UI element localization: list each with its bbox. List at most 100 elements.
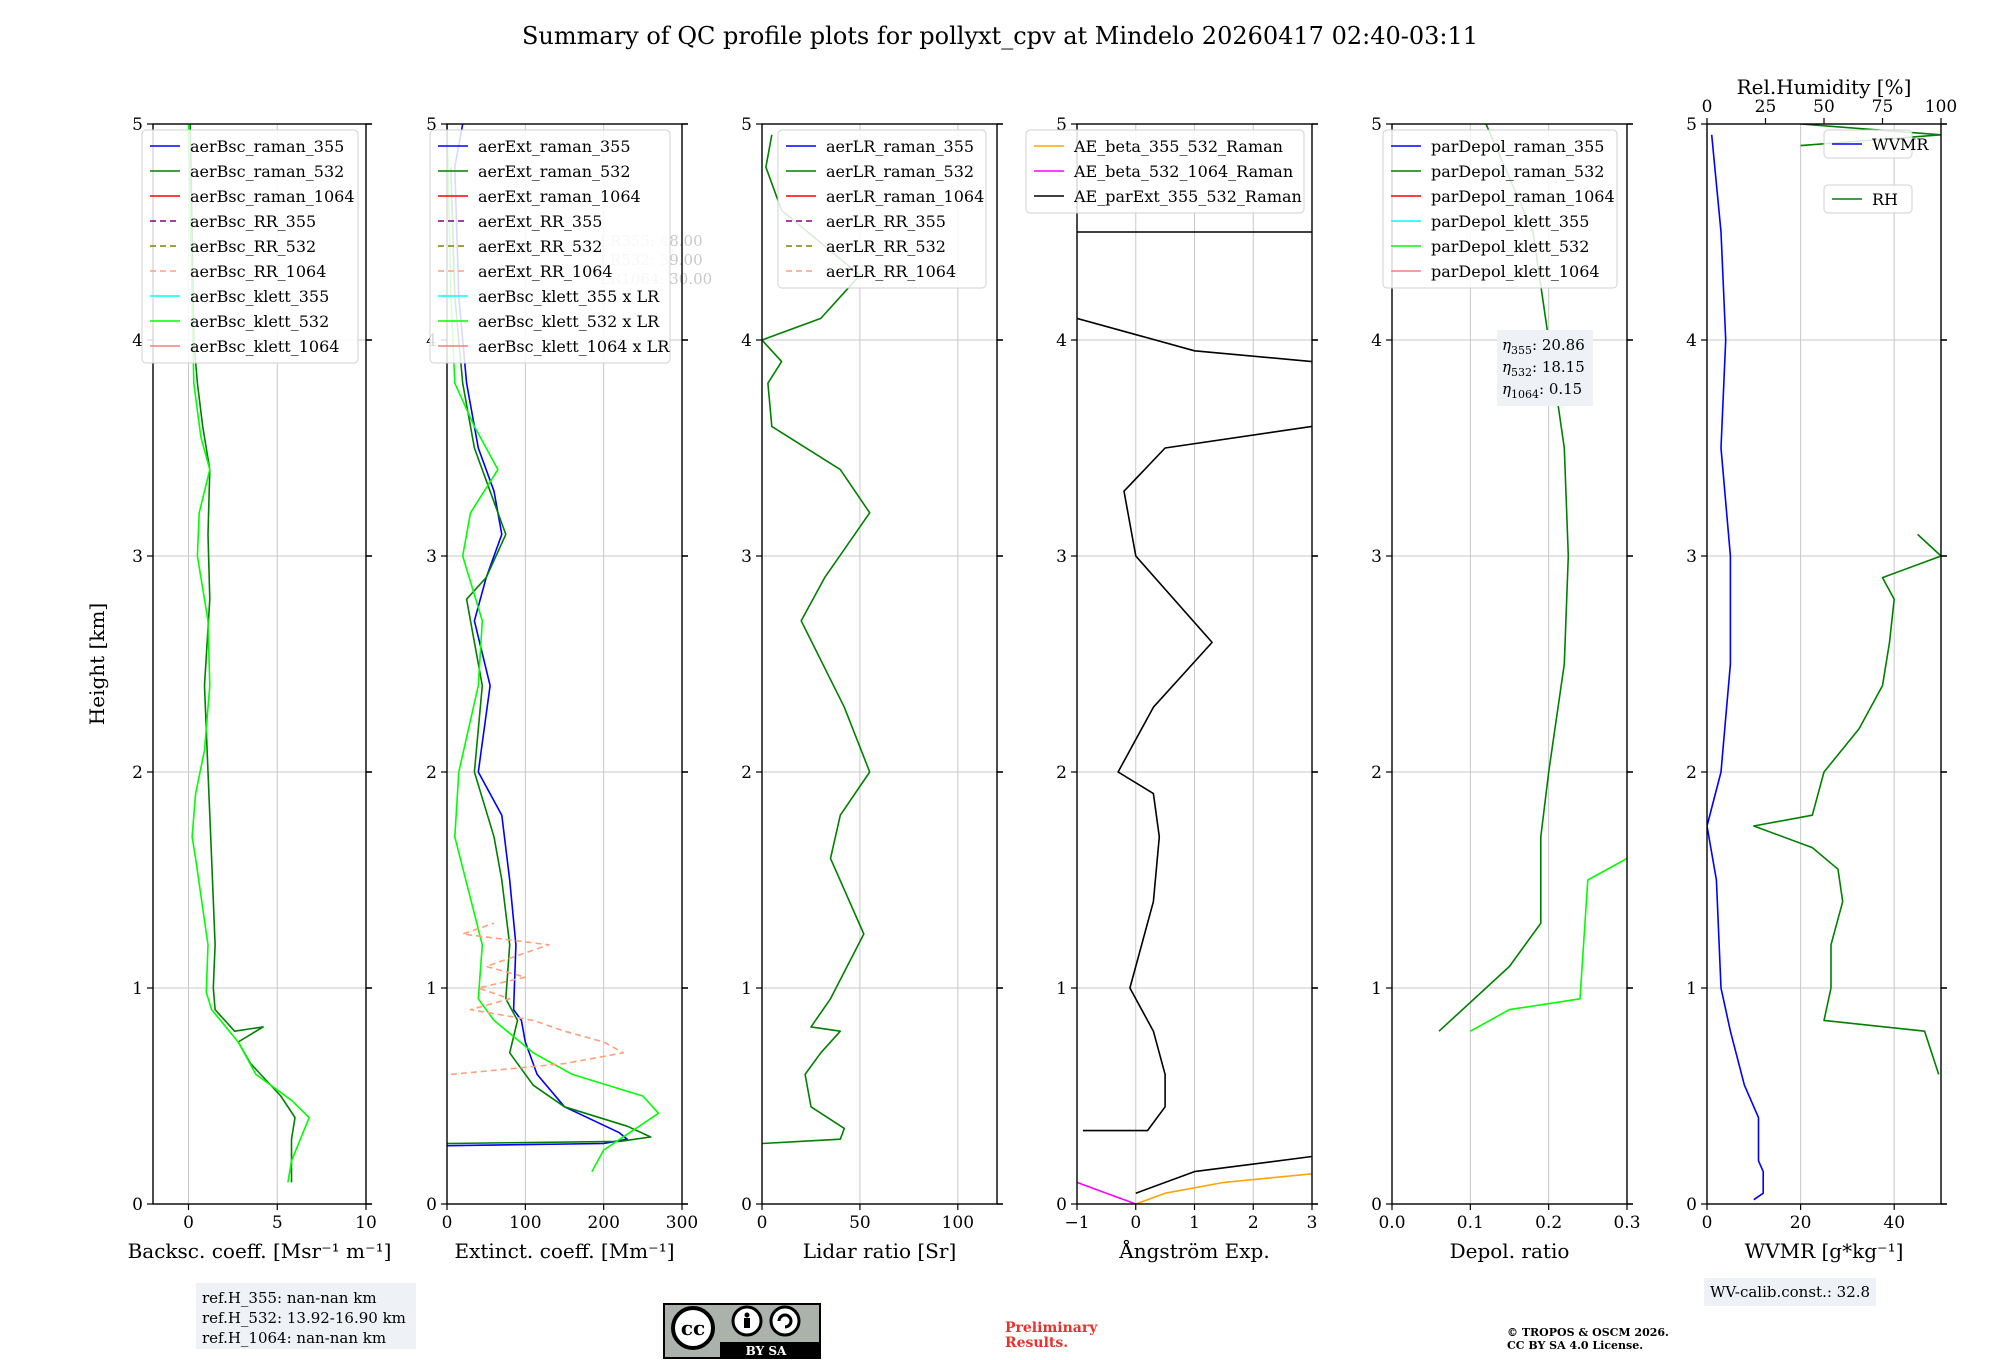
y-tick-label: 0 bbox=[132, 1195, 143, 1215]
y-tick-label: 0 bbox=[741, 1195, 752, 1215]
ref-h-355: ref.H_355: nan-nan km bbox=[202, 1289, 377, 1307]
legend-label: parDepol_raman_355 bbox=[1431, 137, 1604, 156]
x-tick-label: 100 bbox=[942, 1213, 974, 1233]
legend-label: parDepol_klett_532 bbox=[1431, 237, 1589, 256]
eta-355: η355: 20.86 bbox=[1502, 336, 1585, 357]
y-axis-label: Height [km] bbox=[85, 603, 109, 725]
axes-frame bbox=[761, 123, 998, 1205]
x-axis-label: Backsc. coeff. [Msr⁻¹ m⁻¹] bbox=[128, 1239, 392, 1263]
x-tick-label: 1 bbox=[1189, 1213, 1200, 1233]
axes-frame bbox=[152, 123, 367, 1205]
y-tick-label: 4 bbox=[741, 331, 752, 351]
series-line-wvmr bbox=[1707, 134, 1764, 1201]
x-tick-label: 0.3 bbox=[1613, 1213, 1640, 1233]
legend: parDepol_raman_355 parDepol_raman_532 parD… bbox=[1382, 129, 1618, 289]
svg-text:WVMR: WVMR bbox=[1872, 135, 1929, 154]
x-axis-label: Ångström Exp. bbox=[1118, 1238, 1269, 1263]
series-line-aerlr-raman-532 bbox=[762, 134, 871, 1145]
ref-h-532: ref.H_532: 13.92-16.90 km bbox=[202, 1309, 406, 1327]
y-tick-label: 4 bbox=[1686, 331, 1697, 351]
x-tick-label: 0 bbox=[757, 1213, 768, 1233]
legend-label: aerExt_RR_532 bbox=[478, 237, 602, 256]
x2-axis-label: Rel.Humidity [%] bbox=[1737, 75, 1912, 99]
series-line-ae-parext-355-532-raman bbox=[1077, 317, 1312, 363]
copyright-line-1: © TROPOS & OSCM 2026. bbox=[1507, 1326, 1669, 1339]
x-tick-label: 0.0 bbox=[1378, 1213, 1405, 1233]
legend-label: aerExt_raman_1064 bbox=[478, 187, 641, 206]
x-axis-label: Lidar ratio [Sr] bbox=[803, 1239, 957, 1263]
x2-tick-label: 25 bbox=[1755, 97, 1777, 117]
legend-label: aerLR_RR_355 bbox=[826, 212, 946, 231]
x-axis-label: Depol. ratio bbox=[1450, 1239, 1570, 1263]
x2-tick-label: 0 bbox=[1702, 97, 1713, 117]
y-tick-label: 3 bbox=[1371, 547, 1382, 567]
legend-label: aerBsc_klett_1064 bbox=[190, 337, 339, 356]
y-tick-label: 1 bbox=[1371, 979, 1382, 999]
series-line-ae-beta-532-1064-raman bbox=[1077, 1181, 1137, 1204]
panel-depol: 0 1 2 3 4 5 0.0 0.1 0.2 0.3 Depol. ratio parDepol_r… bbox=[1371, 115, 1640, 1263]
y-tick-label: 0 bbox=[1056, 1195, 1067, 1215]
y-tick-label: 3 bbox=[741, 547, 752, 567]
legend: aerExt_raman_355 aerExt_raman_532 aerExt_r… bbox=[429, 129, 671, 364]
cc-label: BY SA bbox=[746, 1344, 787, 1358]
y-tick-label: 5 bbox=[1056, 115, 1067, 135]
y-tick-label: 5 bbox=[426, 115, 437, 135]
cc-icon bbox=[671, 1306, 715, 1350]
axes-frame bbox=[1391, 123, 1628, 1205]
x-tick-label: 300 bbox=[666, 1213, 698, 1233]
y-tick-label: 2 bbox=[1056, 763, 1067, 783]
x-tick-label: 0.1 bbox=[1457, 1213, 1484, 1233]
series-line-ae-beta-355-532-raman bbox=[1135, 1173, 1312, 1204]
y-tick-label: 4 bbox=[1056, 331, 1067, 351]
y-tick-label: 0 bbox=[1686, 1195, 1697, 1215]
y-tick-label: 4 bbox=[1371, 331, 1382, 351]
series-group bbox=[1438, 124, 1627, 1032]
panel-ext: 0123450100200300Extinct. coeff. [Mm⁻¹]ae… bbox=[426, 115, 698, 1263]
legend-label: AE_beta_355_532_Raman bbox=[1073, 137, 1283, 156]
y-tick-label: 0 bbox=[426, 1195, 437, 1215]
x2-tick-label: 50 bbox=[1813, 97, 1835, 117]
x2-tick-label: 75 bbox=[1872, 97, 1894, 117]
x2-tick-label: 100 bbox=[1925, 97, 1957, 117]
legend-label: aerBsc_klett_355 bbox=[190, 287, 329, 306]
x-axis-label: Extinct. coeff. [Mm⁻¹] bbox=[454, 1239, 674, 1263]
legend: aerBsc_raman_355 aerBsc_raman_532 aerBsc_r… bbox=[141, 129, 359, 364]
x-tick-label: 10 bbox=[355, 1213, 377, 1233]
legend-label: aerLR_raman_532 bbox=[826, 162, 974, 181]
y-tick-label: 4 bbox=[132, 331, 143, 351]
legend-label: aerBsc_RR_532 bbox=[190, 237, 316, 256]
eta-532: η532: 18.15 bbox=[1502, 358, 1585, 379]
legend-label: parDepol_raman_532 bbox=[1431, 162, 1604, 181]
y-tick-label: 2 bbox=[1371, 763, 1382, 783]
legend-label: parDepol_klett_1064 bbox=[1431, 262, 1600, 281]
x-tick-label: 5 bbox=[272, 1213, 283, 1233]
x-tick-label: 3 bbox=[1307, 1213, 1318, 1233]
x-tick-label: 0 bbox=[1702, 1213, 1713, 1233]
wv-calib-const: WV-calib.const.: 32.8 bbox=[1710, 1283, 1870, 1301]
legend-label: aerBsc_RR_355 bbox=[190, 212, 316, 231]
panel-bsc: 0 1 2 3 4 5 0 5 10 Backsc. coeff. [Msr⁻¹ m⁻¹] Heig… bbox=[85, 115, 391, 1263]
cc-by-sa-badge: cc BY SA bbox=[663, 1303, 821, 1359]
legend-label: aerLR_RR_1064 bbox=[826, 262, 956, 281]
axes-frame bbox=[1706, 123, 1942, 1205]
legend-label: AE_beta_532_1064_Raman bbox=[1073, 162, 1293, 181]
y-tick-label: 2 bbox=[132, 763, 143, 783]
x-tick-label: 0 bbox=[442, 1213, 453, 1233]
y-tick-label: 0 bbox=[1371, 1195, 1382, 1215]
legend-label: aerBsc_raman_532 bbox=[190, 162, 344, 181]
series-line-pardepol-klett-532 bbox=[1469, 857, 1627, 1032]
y-tick-label: 1 bbox=[426, 979, 437, 999]
series-group bbox=[187, 124, 311, 1183]
y-tick-label: 2 bbox=[741, 763, 752, 783]
x-tick-label: 0.2 bbox=[1535, 1213, 1562, 1233]
legend: AE_beta_355_532_Raman AE_beta_532_1064_Ra… bbox=[1025, 129, 1305, 214]
legend-label: parDepol_klett_355 bbox=[1431, 212, 1589, 231]
preliminary-line-2: Results. bbox=[1005, 1335, 1068, 1351]
series-line-pardepol-raman-532 bbox=[1438, 124, 1570, 1032]
legend-wvmr: WVMR bbox=[1823, 129, 1929, 159]
y-tick-label: 3 bbox=[132, 547, 143, 567]
